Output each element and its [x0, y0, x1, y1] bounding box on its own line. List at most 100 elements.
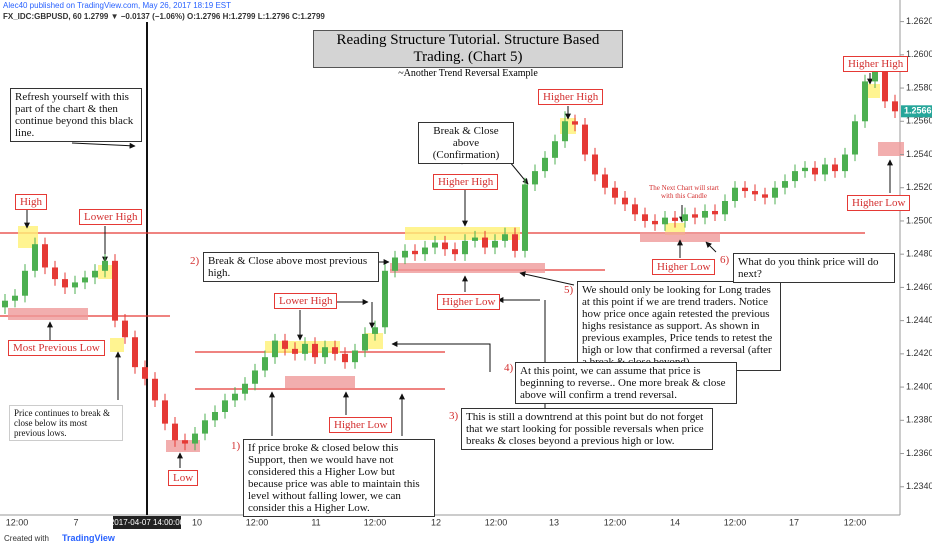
candle-body: [582, 124, 588, 155]
structure-label: Lower High: [274, 293, 338, 309]
y-tick-label: 1.2360: [906, 448, 932, 458]
candle-body: [512, 234, 518, 251]
arrow: [391, 341, 491, 372]
candle-body: [782, 181, 788, 188]
annotation-box: Break & Close above (Confirmation): [418, 122, 514, 164]
candle-body: [562, 121, 568, 142]
candle-body: [362, 333, 368, 351]
x-tick-label: 12:00: [844, 517, 867, 527]
candle-body: [282, 340, 288, 349]
highlight-zone: [405, 227, 520, 240]
crosshair-tag: [113, 516, 181, 529]
arrow: [705, 241, 717, 253]
candle-body: [202, 420, 208, 434]
structure-label: Higher High: [433, 174, 499, 190]
candle-body: [442, 242, 448, 250]
y-tick-label: 1.2340: [906, 481, 932, 491]
annotation-box: What do you think price will do next?: [733, 253, 895, 283]
drawings: [0, 73, 904, 468]
candle-body: [232, 393, 238, 401]
candle-body: [612, 187, 618, 198]
structure-label: Most Previous Low: [8, 340, 105, 356]
x-tick-label: 12:00: [6, 517, 29, 527]
x-tick-label: 12: [431, 517, 441, 527]
candle-body: [72, 282, 78, 288]
candle-body: [862, 81, 868, 122]
candle-body: [652, 220, 658, 225]
candle-body: [672, 217, 678, 221]
candle-body: [642, 214, 648, 221]
candle-body: [852, 121, 858, 155]
candle-body: [542, 157, 548, 172]
step-number: 6): [720, 254, 730, 266]
candle-body: [132, 337, 138, 368]
candle-body: [292, 348, 298, 354]
candle-body: [472, 237, 478, 241]
candle-body: [12, 295, 18, 301]
structure-label: Higher High: [843, 56, 909, 72]
step-number: 1): [231, 440, 241, 452]
structure-label: High: [15, 194, 47, 210]
candle-body: [802, 167, 808, 172]
candle-body: [42, 244, 48, 268]
candle-body: [572, 121, 578, 125]
candle-body: [812, 167, 818, 175]
candle-body: [892, 101, 898, 112]
candle-body: [762, 194, 768, 198]
candle-body: [832, 164, 838, 172]
candle-body: [622, 197, 628, 205]
structure-label: Higher Low: [329, 417, 393, 433]
candle-body: [402, 250, 408, 258]
candle-body: [122, 320, 128, 338]
candle-body: [462, 240, 468, 255]
structure-label: Higher Low: [847, 195, 911, 211]
y-tick-label: 1.2420: [906, 348, 932, 358]
brand[interactable]: TradingView: [62, 533, 115, 543]
candle-body: [872, 71, 878, 82]
published: Alec40 published on TradingView.com, May…: [3, 1, 231, 10]
y-tick-label: 1.2560: [906, 116, 932, 126]
candle-body: [102, 260, 108, 271]
candle-body: [352, 350, 358, 363]
candle-body: [22, 270, 28, 296]
candle-body: [342, 353, 348, 363]
support-zone: [640, 232, 720, 242]
candle-body: [332, 347, 338, 354]
candle-body: [432, 242, 438, 248]
candle-body: [92, 270, 98, 278]
candle-body: [422, 247, 428, 255]
last-price-tag: [901, 105, 932, 118]
x-tick-label: 13: [549, 517, 559, 527]
annotation-box: This is still a downtrend at this point …: [461, 408, 713, 450]
y-tick-label: 1.2540: [906, 149, 932, 159]
candle-body: [532, 171, 538, 185]
candle-body: [452, 249, 458, 255]
highlight-zone: [18, 226, 38, 248]
structure-label: Higher High: [538, 89, 604, 105]
y-tick-label: 1.2480: [906, 249, 932, 259]
annotation-box: At this point, we can assume that price …: [515, 362, 737, 404]
candle-body: [32, 244, 38, 271]
y-tick-label: 1.2460: [906, 282, 932, 292]
candle-body: [222, 400, 228, 412]
y-tick-label: 1.2580: [906, 82, 932, 92]
x-tick-label: 12:00: [246, 517, 269, 527]
candle-body: [312, 343, 318, 358]
step-number: 5): [564, 284, 574, 296]
candle-body: [732, 187, 738, 202]
candle-body: [152, 378, 158, 401]
annotation-box: Break & Close above most previous high.: [203, 252, 379, 282]
price-axis: [900, 0, 932, 530]
step-number: 2): [190, 255, 200, 267]
x-tick-label: 12:00: [604, 517, 627, 527]
candle-body: [522, 184, 528, 251]
candle-body: [382, 270, 388, 328]
annotation-box: Refresh yourself with this part of the c…: [10, 88, 142, 142]
candle-body: [262, 357, 268, 371]
candle-body: [632, 204, 638, 215]
candle-body: [212, 412, 218, 421]
candle-body: [792, 171, 798, 182]
candle-body: [692, 214, 698, 218]
